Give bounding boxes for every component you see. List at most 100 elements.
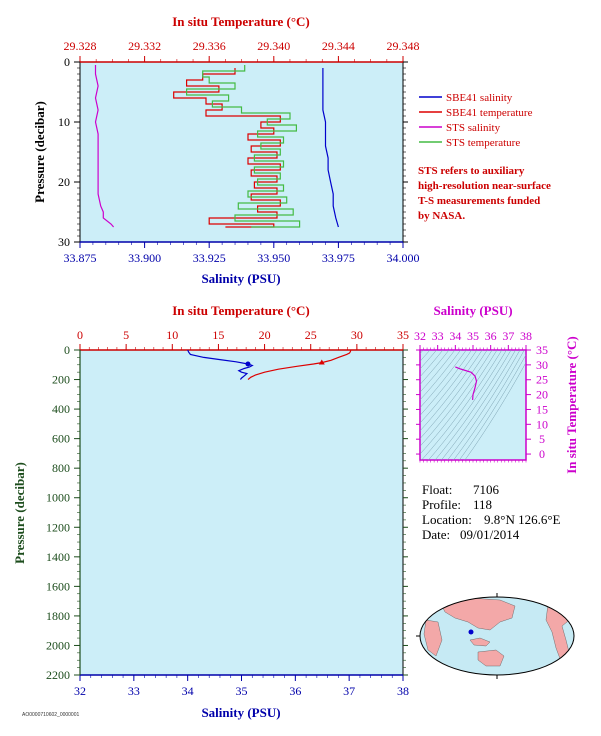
top-pressure-tick-label: 10: [58, 115, 70, 129]
ts-density-contour: [458, 354, 526, 460]
ts-density-contour: [420, 350, 498, 455]
bottom-temp-tick-label: 15: [212, 328, 224, 342]
ts-density-contour: [447, 350, 521, 460]
top-pressure-tick-label: 0: [64, 55, 70, 69]
bottom-pressure-tick-label: 2000: [46, 638, 70, 652]
ts-temp-tick-label: 25: [536, 373, 548, 387]
bottom-pressure-tick-label: 400: [52, 402, 70, 416]
ts-sal-tick-label: 33: [432, 329, 444, 343]
legend-label-sbe41-salinity: SBE41 salinity: [446, 92, 513, 104]
bottom-plot-area: [79, 349, 404, 676]
top-sal-tick-label: 33.900: [128, 251, 161, 265]
bottom-pressure-tick-label: 800: [52, 461, 70, 475]
bottom-pressure-tick-label: 2200: [46, 668, 70, 682]
bottom-pressure-tick-label: 600: [52, 432, 70, 446]
bottom-pressure-tick-label: 1000: [46, 491, 70, 505]
series-salinity-profile: [187, 349, 254, 380]
bottom-temp-tick-label: 30: [351, 328, 363, 342]
ts-density-contour: [420, 350, 444, 377]
bottom-sal-tick-label: 37: [343, 684, 355, 698]
map-land-asia: [439, 597, 516, 631]
ts-density-contour: [420, 350, 478, 424]
ts-density-contour: [453, 350, 525, 460]
top-pressure-tick-label: 20: [58, 175, 70, 189]
top-sal-tick-label: 33.875: [64, 251, 97, 265]
top-temp-tick-label: 29.340: [257, 39, 290, 53]
ts-sal-tick-label: 37: [502, 329, 514, 343]
bottom-temp-tick-label: 0: [77, 328, 83, 342]
ts-density-contour: [420, 350, 483, 432]
location-value: 9.8°N 126.6°E: [484, 512, 561, 527]
map-float-marker: [468, 629, 474, 635]
bottom-sal-tick-label: 36: [289, 684, 301, 698]
top-temp-tick-label: 29.348: [387, 39, 420, 53]
top-series: [94, 65, 339, 228]
footer-code: AO0000710602_0000001: [22, 712, 79, 718]
top-legend: SBE41 salinity SBE41 temperature STS sal…: [419, 92, 533, 149]
bottom-temp-tick-label: 25: [305, 328, 317, 342]
top-plot-area: [79, 61, 404, 243]
ts-density-contour: [420, 350, 488, 439]
ts-sal-tick-label: 36: [485, 329, 497, 343]
location-map: [416, 593, 575, 679]
series-salinity-marker: [245, 361, 251, 367]
ts-temp-tick-label: 20: [536, 388, 548, 402]
ts-temp-tick-label: 30: [536, 358, 548, 372]
bottom-sal-tick-label: 38: [397, 684, 409, 698]
top-temp-tick-label: 29.328: [64, 39, 97, 53]
bottom-pressure-axis-label: Pressure (decibar): [12, 462, 27, 564]
bottom-pressure-tick-label: 1200: [46, 520, 70, 534]
ts-density-contour: [434, 350, 512, 460]
legend-label-sbe41-temperature: SBE41 temperature: [446, 107, 533, 119]
bottom-sal-tick-label: 33: [128, 684, 140, 698]
sts-note-line-2: high-resolution near-surface: [418, 180, 551, 192]
ts-density-contour: [428, 350, 507, 460]
bottom-panel: 0 5 10 15 20 25 30 35 32 33 34 35 36 37 38 0 200 400 600 80…: [12, 303, 409, 720]
ts-density-contour: [420, 350, 472, 416]
series-temperature-profile: [247, 349, 352, 380]
bottom-pressure-tick-label: 1600: [46, 579, 70, 593]
top-temp-axis-label: In situ Temperature (°C): [172, 14, 310, 29]
ts-density-contour: [464, 362, 526, 460]
ts-sal-axis-label: Salinity (PSU): [433, 303, 512, 318]
map-land-indo: [469, 637, 491, 647]
ts-series-curve: [455, 366, 478, 400]
bottom-sal-tick-label: 35: [236, 684, 248, 698]
bottom-sal-axis-label: Salinity (PSU): [201, 705, 280, 720]
ts-sal-tick-label: 32: [414, 329, 426, 343]
top-temp-tick-label: 29.336: [193, 39, 226, 53]
top-temp-tick-label: 29.344: [322, 39, 355, 53]
top-sal-tick-label: 34.000: [387, 251, 420, 265]
top-temp-tick-label: 29.332: [128, 39, 161, 53]
bottom-temp-tick-label: 20: [259, 328, 271, 342]
ts-density-contour: [420, 350, 461, 401]
bottom-temp-tick-label: 10: [166, 328, 178, 342]
bottom-temp-tick-label: 35: [397, 328, 409, 342]
bottom-temp-tick-label: 5: [123, 328, 129, 342]
top-pressure-tick-label: 30: [58, 235, 70, 249]
map-land-australia: [477, 649, 505, 667]
ts-temp-tick-label: 35: [536, 343, 548, 357]
bottom-series: [187, 349, 352, 380]
ts-temp-axis-label: In situ Temperature (°C): [564, 336, 579, 474]
ts-density-contour: [420, 350, 456, 393]
ts-sal-tick-label: 34: [449, 329, 461, 343]
profile-value: 118: [473, 497, 492, 512]
float-info: Float: 7106 Profile: 118 Location: 9.8°N…: [422, 482, 561, 542]
map-land-africa: [423, 619, 443, 657]
sts-note: STS refers to auxiliary high-resolution …: [418, 165, 551, 222]
top-sal-tick-label: 33.975: [322, 251, 355, 265]
map-land: [423, 597, 573, 667]
series-sts-salinity: [94, 65, 115, 228]
legend-label-sts-salinity: STS salinity: [446, 122, 501, 134]
bottom-pressure-tick-label: 1800: [46, 609, 70, 623]
ts-density-contour: [420, 350, 450, 385]
ts-density-contour: [441, 350, 516, 460]
ts-density-contour: [420, 350, 467, 408]
float-value: 7106: [473, 482, 500, 497]
top-ticks: 29.328 29.332 29.336 29.340 29.344 29.348 33.8…: [58, 39, 420, 265]
sts-note-line-4: by NASA.: [418, 210, 465, 222]
